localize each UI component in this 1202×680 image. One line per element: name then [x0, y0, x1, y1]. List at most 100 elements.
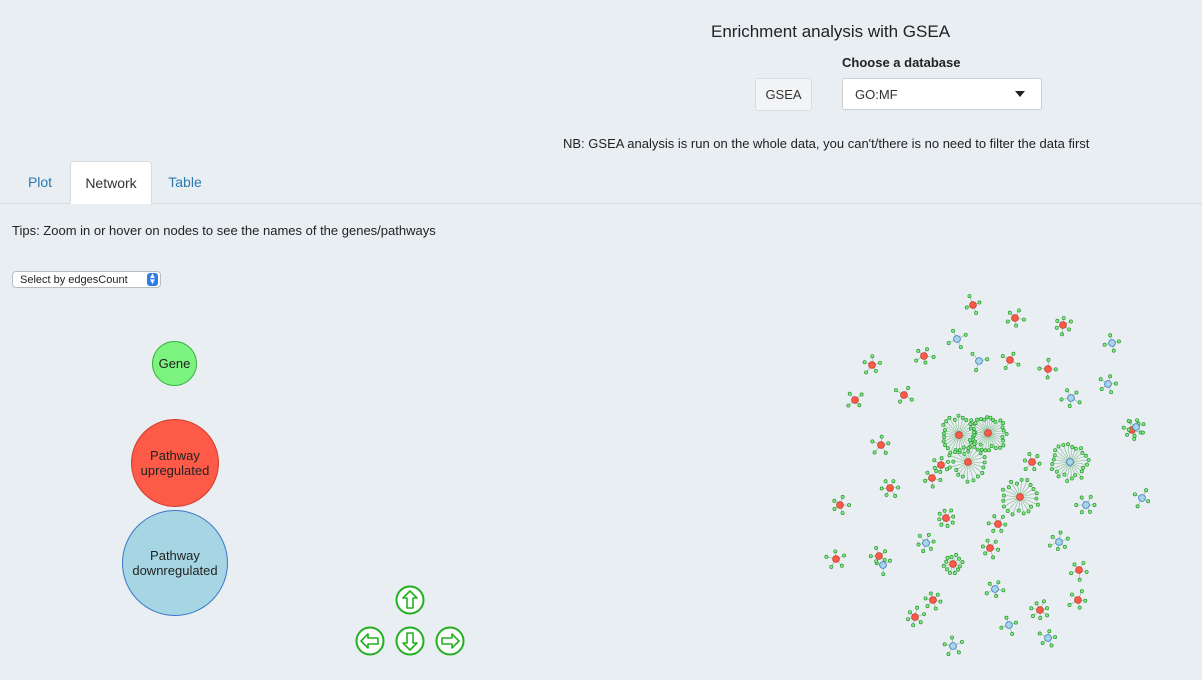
- network-graph[interactable]: [820, 290, 1200, 670]
- network-cluster[interactable]: [923, 591, 943, 611]
- gene-node[interactable]: [952, 417, 957, 422]
- pathway-down-node[interactable]: [1005, 621, 1013, 629]
- gene-node[interactable]: [939, 456, 944, 461]
- gene-node[interactable]: [960, 560, 965, 565]
- pathway-up-node[interactable]: [1044, 365, 1052, 373]
- tab-plot[interactable]: Plot: [27, 174, 53, 190]
- gene-node[interactable]: [1015, 481, 1019, 486]
- gene-node[interactable]: [1079, 510, 1084, 515]
- gene-node[interactable]: [1077, 577, 1082, 582]
- gene-node[interactable]: [916, 542, 921, 547]
- gene-node[interactable]: [1034, 601, 1039, 606]
- gene-node[interactable]: [1087, 509, 1092, 514]
- pathway-down-node[interactable]: [922, 539, 930, 547]
- gene-node[interactable]: [1037, 366, 1042, 371]
- gene-node[interactable]: [1065, 536, 1070, 541]
- gene-node[interactable]: [947, 415, 952, 420]
- gene-node[interactable]: [925, 347, 929, 352]
- gene-node[interactable]: [1016, 362, 1021, 367]
- gene-node[interactable]: [951, 459, 956, 464]
- gene-node[interactable]: [1049, 467, 1054, 472]
- network-cluster[interactable]: [980, 538, 1001, 560]
- pathway-down-node[interactable]: [949, 642, 957, 650]
- network-cluster[interactable]: [914, 347, 936, 365]
- gene-node[interactable]: [942, 642, 947, 647]
- gene-node[interactable]: [925, 470, 930, 475]
- gene-node[interactable]: [999, 625, 1004, 630]
- gene-node[interactable]: [1067, 327, 1072, 332]
- network-cluster[interactable]: [1067, 589, 1088, 610]
- gene-node[interactable]: [1004, 615, 1009, 620]
- database-select[interactable]: GO:MF: [842, 78, 1042, 110]
- gene-node[interactable]: [930, 484, 935, 489]
- gene-node[interactable]: [1144, 488, 1149, 493]
- gene-node[interactable]: [1004, 431, 1009, 436]
- gene-node[interactable]: [946, 652, 951, 657]
- gene-node[interactable]: [993, 419, 998, 424]
- gene-node[interactable]: [956, 472, 961, 477]
- gene-node[interactable]: [1001, 504, 1006, 509]
- pathway-up-node[interactable]: [1016, 493, 1024, 501]
- network-cluster[interactable]: [1121, 419, 1143, 441]
- gene-node[interactable]: [872, 450, 877, 455]
- gene-node[interactable]: [1013, 620, 1018, 625]
- gene-node[interactable]: [1025, 478, 1030, 483]
- gene-node[interactable]: [1005, 319, 1010, 324]
- gene-node[interactable]: [957, 556, 961, 561]
- pathway-up-node[interactable]: [911, 613, 919, 621]
- gene-node[interactable]: [1023, 467, 1028, 472]
- gene-node[interactable]: [833, 549, 838, 554]
- network-cluster[interactable]: [1102, 333, 1121, 353]
- gene-node[interactable]: [873, 368, 878, 373]
- gene-node[interactable]: [958, 345, 963, 350]
- gene-node[interactable]: [954, 552, 959, 557]
- gene-node[interactable]: [1079, 475, 1084, 480]
- network-cluster[interactable]: [986, 514, 1008, 533]
- network-cluster[interactable]: [1069, 560, 1089, 582]
- pathway-up-node[interactable]: [877, 441, 885, 449]
- gene-node[interactable]: [857, 403, 862, 408]
- gene-node[interactable]: [967, 294, 972, 298]
- gene-node[interactable]: [1000, 434, 1005, 439]
- gene-node[interactable]: [960, 474, 965, 479]
- gene-node[interactable]: [1054, 325, 1059, 330]
- tab-table[interactable]: Table: [168, 174, 202, 190]
- gene-node[interactable]: [935, 592, 940, 597]
- gene-node[interactable]: [1034, 491, 1039, 496]
- gene-node[interactable]: [1051, 457, 1056, 462]
- gene-node[interactable]: [1010, 631, 1015, 636]
- gene-node[interactable]: [1003, 522, 1008, 527]
- gene-node[interactable]: [933, 606, 938, 611]
- gene-node[interactable]: [1047, 629, 1052, 634]
- network-cluster[interactable]: [879, 479, 901, 498]
- gene-node[interactable]: [1009, 479, 1013, 484]
- gene-node[interactable]: [968, 422, 973, 427]
- gene-node[interactable]: [1083, 453, 1088, 458]
- gene-node[interactable]: [1073, 446, 1078, 451]
- network-cluster[interactable]: [824, 549, 847, 569]
- gene-node[interactable]: [911, 623, 916, 628]
- gene-node[interactable]: [1001, 443, 1006, 448]
- gene-node[interactable]: [908, 610, 912, 615]
- network-cluster[interactable]: [970, 351, 990, 373]
- gene-node[interactable]: [839, 563, 844, 568]
- gene-node[interactable]: [881, 572, 886, 577]
- gene-node[interactable]: [1126, 427, 1131, 432]
- network-cluster[interactable]: [1059, 388, 1082, 408]
- gene-node[interactable]: [1074, 390, 1079, 395]
- gene-node[interactable]: [950, 520, 955, 525]
- gene-node[interactable]: [906, 386, 911, 390]
- gene-node[interactable]: [974, 310, 979, 315]
- network-cluster[interactable]: [1126, 418, 1146, 438]
- gene-node[interactable]: [1054, 469, 1059, 474]
- gene-node[interactable]: [996, 547, 1001, 552]
- pathway-down-node[interactable]: [1104, 380, 1112, 388]
- gene-node[interactable]: [1063, 544, 1067, 549]
- gene-node[interactable]: [1086, 457, 1091, 462]
- arrow-down-icon[interactable]: [395, 626, 425, 656]
- gene-node[interactable]: [1029, 504, 1034, 509]
- gene-node[interactable]: [887, 558, 892, 563]
- gene-node[interactable]: [977, 300, 982, 305]
- pathway-up-node[interactable]: [955, 431, 963, 439]
- gene-node[interactable]: [1006, 485, 1011, 490]
